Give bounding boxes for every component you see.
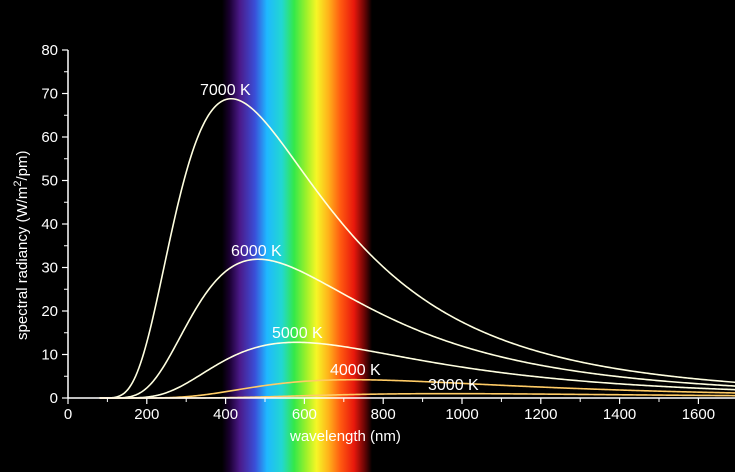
y-axis-title-suffix: /pm) xyxy=(14,150,31,180)
curve-label-7000k: 7000 K xyxy=(200,82,251,99)
x-tick-label: 0 xyxy=(64,406,72,423)
x-tick-label: 600 xyxy=(292,406,317,423)
y-axis-title-sup: 2 xyxy=(12,181,24,187)
y-tick-label: 80 xyxy=(41,42,58,59)
curve-label-5000k: 5000 K xyxy=(272,325,323,342)
x-axis-title: wavelength (nm) xyxy=(289,428,401,445)
y-axis-title: spectral radiancy (W/m2/pm) xyxy=(12,150,31,340)
curve-5000k xyxy=(99,341,735,399)
y-tick-label: 20 xyxy=(41,303,58,320)
x-tick-label: 200 xyxy=(134,406,159,423)
curve-6000k xyxy=(99,258,735,399)
y-axis-title-prefix: spectral radiancy (W/m xyxy=(14,187,31,340)
y-tick-label: 50 xyxy=(41,173,58,190)
visible-spectrum-band xyxy=(222,0,372,472)
curve-4000k xyxy=(99,378,735,399)
curve-7000k xyxy=(99,97,735,399)
y-tick-label: 0 xyxy=(50,390,58,407)
x-tick-label: 1200 xyxy=(524,406,557,423)
curve-labels-group: 7000 K 6000 K 5000 K 4000 K 3000 K xyxy=(200,82,479,394)
x-tick-label: 800 xyxy=(371,406,396,423)
y-tick-label: 10 xyxy=(41,347,58,364)
ticks-group: 0 200 400 600 800 1000 1200 1400 1600 0 10 20 30 40 50… xyxy=(41,42,715,423)
curve-label-3000k: 3000 K xyxy=(428,377,479,394)
x-tick-label: 1000 xyxy=(445,406,478,423)
curve-label-6000k: 6000 K xyxy=(231,243,282,260)
x-tick-label: 1400 xyxy=(603,406,636,423)
y-tick-label: 70 xyxy=(41,86,58,103)
curve-label-4000k: 4000 K xyxy=(330,362,381,379)
y-tick-label: 40 xyxy=(41,216,58,233)
x-tick-label: 1600 xyxy=(682,406,715,423)
y-tick-label: 60 xyxy=(41,129,58,146)
y-tick-label: 30 xyxy=(41,260,58,277)
curves-group xyxy=(99,97,735,399)
x-tick-label: 400 xyxy=(213,406,238,423)
